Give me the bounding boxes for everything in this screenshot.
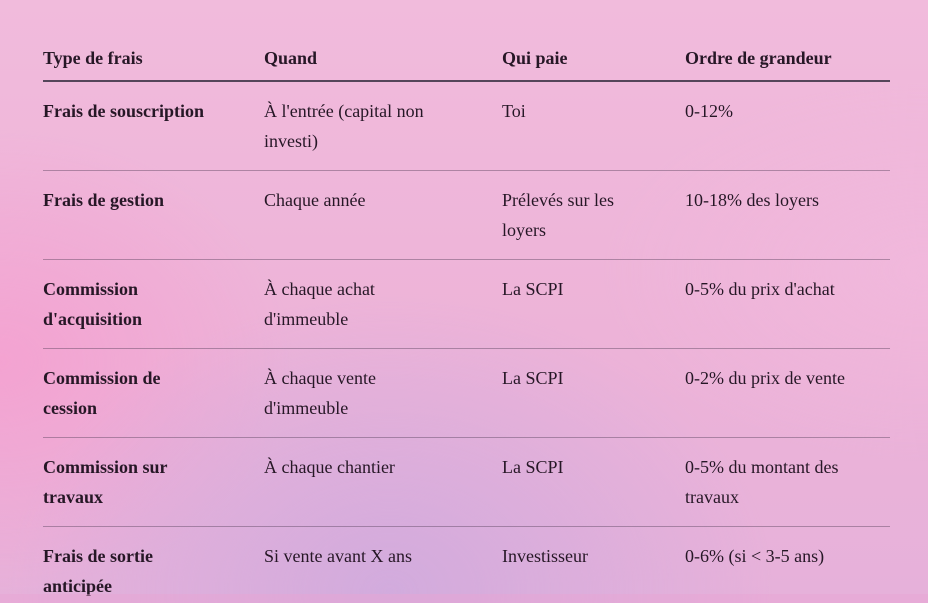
cell-magnitude: 0-5% du prix d'achat bbox=[685, 279, 835, 299]
table-row: Commission d'acquisition À chaque achat … bbox=[43, 260, 890, 349]
cell-magnitude: 0-2% du prix de vente bbox=[685, 368, 845, 388]
cell-who-pays: La SCPI bbox=[502, 279, 564, 299]
bottom-strip bbox=[0, 594, 928, 603]
cell-fee-type: Commission d'acquisition bbox=[43, 279, 143, 329]
table-row: Commission sur travaux À chaque chantier… bbox=[43, 438, 890, 527]
column-header-ordre-de-grandeur: Ordre de grandeur bbox=[685, 48, 832, 68]
cell-who-pays: La SCPI bbox=[502, 457, 564, 477]
cell-fee-type: Commission de cession bbox=[43, 368, 161, 418]
cell-magnitude: 0-6% (si < 3-5 ans) bbox=[685, 546, 825, 566]
cell-who-pays: Toi bbox=[502, 101, 526, 121]
column-header-quand: Quand bbox=[264, 48, 318, 68]
cell-when: À chaque vente d'immeuble bbox=[264, 368, 376, 418]
cell-who-pays: Prélevés sur les loyers bbox=[502, 190, 614, 240]
table-row: Frais de sortie anticipée Si vente avant… bbox=[43, 527, 890, 603]
table-row: Frais de gestion Chaque année Prélevés s… bbox=[43, 171, 890, 260]
cell-magnitude: 0-5% du montant des travaux bbox=[685, 457, 839, 507]
cell-fee-type: Frais de sortie anticipée bbox=[43, 546, 153, 596]
cell-who-pays: La SCPI bbox=[502, 368, 564, 388]
cell-when: Chaque année bbox=[264, 190, 366, 210]
cell-fee-type: Frais de souscription bbox=[43, 101, 205, 121]
cell-when: À chaque achat d'immeuble bbox=[264, 279, 375, 329]
table-row: Commission de cession À chaque vente d'i… bbox=[43, 349, 890, 438]
table-row: Frais de souscription À l'entrée (capita… bbox=[43, 82, 890, 171]
cell-fee-type: Frais de gestion bbox=[43, 190, 164, 210]
cell-when: À l'entrée (capital non investi) bbox=[264, 101, 424, 151]
fees-table: Type de frais Quand Qui paie Ordre de gr… bbox=[43, 32, 890, 603]
cell-magnitude: 0-12% bbox=[685, 101, 733, 121]
cell-who-pays: Investisseur bbox=[502, 546, 588, 566]
cell-magnitude: 10-18% des loyers bbox=[685, 190, 819, 210]
cell-fee-type: Commission sur travaux bbox=[43, 457, 168, 507]
cell-when: À chaque chantier bbox=[264, 457, 395, 477]
table-header-row: Type de frais Quand Qui paie Ordre de gr… bbox=[43, 32, 890, 82]
column-header-type-de-frais: Type de frais bbox=[43, 48, 143, 68]
cell-when: Si vente avant X ans bbox=[264, 546, 412, 566]
column-header-qui-paie: Qui paie bbox=[502, 48, 568, 68]
